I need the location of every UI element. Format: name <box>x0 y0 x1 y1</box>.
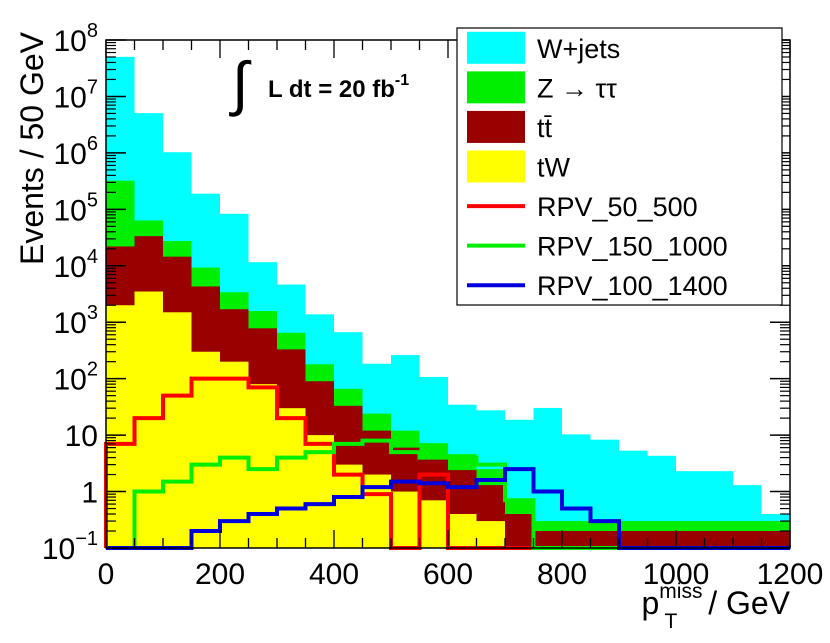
legend-swatch <box>467 71 525 104</box>
y-tick-base: 10 <box>54 251 87 284</box>
ttbar-bar-15 <box>533 531 562 548</box>
legend-swatch <box>467 110 525 143</box>
legend: W+jets Z → ττ tt̄ tW RPV_50_500 RPV_150_1000 R… <box>456 27 783 306</box>
y-tick-exponent: −1 <box>75 528 98 550</box>
ttbar-bar-18 <box>619 531 648 548</box>
ttbar-bar-22 <box>733 531 762 548</box>
legend-swatch <box>467 31 525 64</box>
legend-label: RPV_100_1400 <box>537 271 728 301</box>
luminosity-exponent: -1 <box>395 72 409 89</box>
x-axis-label: pmiss T / GeV <box>642 580 791 633</box>
RPV_100_1400-line <box>106 467 790 550</box>
x-label-base: p <box>642 585 660 621</box>
x-axis-ticks: 0 200 400 600 800 1000 1200 <box>98 40 824 591</box>
tW-bar-12 <box>448 514 477 548</box>
ttbar-bar-21 <box>704 531 733 548</box>
legend-label: RPV_50_500 <box>537 192 698 222</box>
legend-label: Z → ττ <box>537 73 617 103</box>
y-tick-base: 10 <box>54 138 87 171</box>
y-tick-label: 10 <box>65 420 98 453</box>
tW-bar-8 <box>334 464 363 548</box>
tW-bar-4 <box>220 361 249 548</box>
y-tick-exponent: 3 <box>87 302 98 324</box>
y-tick-base: 10 <box>54 81 87 114</box>
y-tick-label: 103 <box>54 302 99 340</box>
luminosity-main: L dt = 20 fb <box>268 76 395 103</box>
tW-bar-0 <box>106 305 135 548</box>
x-label-unit: / GeV <box>699 585 790 621</box>
y-tick-label: 10−1 <box>42 528 98 566</box>
y-tick-label: 104 <box>54 246 99 284</box>
x-tick-label: 800 <box>537 558 587 591</box>
luminosity-text: L dt = 20 fb-1 <box>268 72 409 103</box>
ttbar-bar-16 <box>562 531 591 548</box>
legend-label: W+jets <box>537 34 620 64</box>
integral-sign: ∫ <box>229 50 252 117</box>
x-label-sup: miss <box>659 580 702 603</box>
y-tick-base: 10 <box>54 194 87 227</box>
x-tick-label: 1000 <box>643 558 710 591</box>
x-tick-label: 200 <box>195 558 245 591</box>
tW-bar-3 <box>191 351 220 548</box>
ttbar-bar-17 <box>590 531 619 548</box>
y-tick-exponent: 5 <box>87 189 98 211</box>
y-tick-label: 102 <box>54 359 99 397</box>
x-tick-label: 600 <box>423 558 473 591</box>
tW-bar-2 <box>163 312 192 548</box>
y-tick-exponent: 2 <box>87 359 98 381</box>
y-tick-exponent: 4 <box>87 246 98 268</box>
legend-swatch <box>467 150 525 183</box>
y-tick-exponent: 7 <box>87 76 98 98</box>
tW-bar-10 <box>391 491 420 548</box>
tW-bar-11 <box>419 500 448 548</box>
ttbar-bar-20 <box>676 531 705 548</box>
y-tick-label: 107 <box>54 76 99 114</box>
x-label-sub: T <box>664 610 677 633</box>
y-tick-label: 105 <box>54 189 99 227</box>
y-tick-base: 10 <box>42 533 75 566</box>
luminosity-annotation: ∫ L dt = 20 fb-1 <box>229 50 409 117</box>
y-tick-label: 108 <box>54 20 99 58</box>
ttbar-bar-14 <box>505 514 534 548</box>
x-tick-label: 400 <box>309 558 359 591</box>
y-axis-label-group: Events / 50 GeV <box>14 31 50 265</box>
ttbar-bar-23 <box>761 531 790 548</box>
y-tick-label: 106 <box>54 133 99 171</box>
y-tick-exponent: 6 <box>87 133 98 155</box>
x-axis-label-group: pmiss T / GeV <box>642 580 791 633</box>
y-tick-base: 10 <box>54 25 87 58</box>
x-tick-label: 1200 <box>757 558 824 591</box>
legend-label: tW <box>537 153 571 183</box>
legend-label: RPV_150_1000 <box>537 232 728 262</box>
y-tick-label: 1 <box>81 477 98 510</box>
x-tick-label: 0 <box>98 558 115 591</box>
y-tick-exponent: 8 <box>87 20 98 42</box>
tW-bar-13 <box>476 521 505 548</box>
y-tick-base: 10 <box>54 307 87 340</box>
stacked-bars <box>106 56 790 549</box>
tW-bar-5 <box>248 384 277 548</box>
y-tick-base: 10 <box>54 364 87 397</box>
y-axis-label: Events / 50 GeV <box>14 31 50 265</box>
tW-bar-6 <box>277 408 306 548</box>
legend-label: tt̄ <box>537 113 553 143</box>
ttbar-bar-19 <box>647 531 676 548</box>
